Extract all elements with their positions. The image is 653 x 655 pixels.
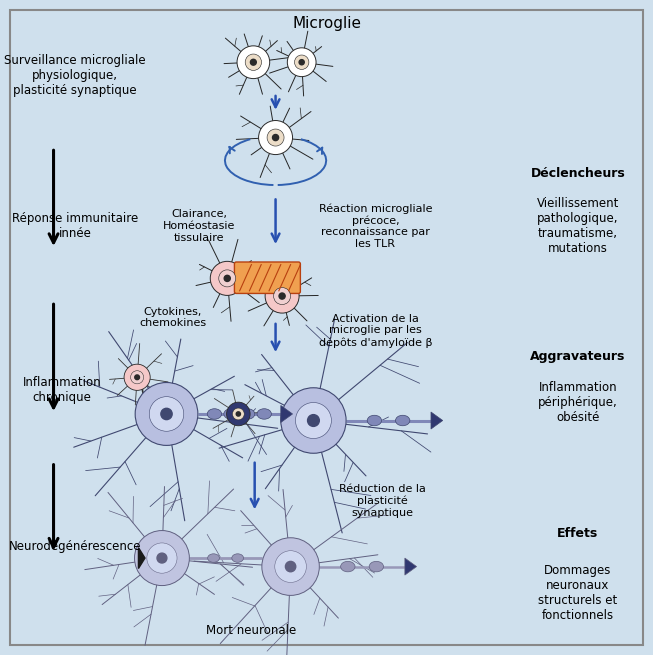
Circle shape (265, 279, 299, 313)
Ellipse shape (208, 554, 219, 562)
Ellipse shape (369, 561, 383, 572)
Text: Réponse immunitaire
innée: Réponse immunitaire innée (12, 212, 138, 240)
Circle shape (251, 60, 256, 66)
Circle shape (299, 60, 304, 65)
Text: Surveillance microgliale
physiologique,
plasticité synaptique: Surveillance microgliale physiologique, … (5, 54, 146, 97)
Text: Clairance,
Homéostasie
tissulaire: Clairance, Homéostasie tissulaire (163, 210, 235, 242)
Circle shape (131, 371, 144, 384)
Circle shape (237, 46, 270, 79)
Circle shape (281, 388, 346, 453)
Text: Aggravateurs: Aggravateurs (530, 350, 626, 364)
Ellipse shape (224, 409, 238, 419)
Text: Vieillissement
pathologique,
traumatisme,
mutations: Vieillissement pathologique, traumatisme… (537, 197, 619, 255)
Ellipse shape (207, 409, 221, 419)
Circle shape (210, 261, 244, 295)
Circle shape (135, 531, 189, 586)
Text: Neurodégénérescence: Neurodégénérescence (9, 540, 141, 553)
Circle shape (295, 55, 309, 69)
Text: Dommages
neuronaux
structurels et
fonctionnels: Dommages neuronaux structurels et foncti… (538, 564, 618, 622)
Circle shape (157, 553, 167, 563)
Text: Réaction microgliale
précoce,
reconnaissance par
les TLR: Réaction microgliale précoce, reconnaiss… (319, 203, 432, 249)
Text: Activation de la
microglie par les
dépôts d'amyloïde β: Activation de la microglie par les dépôt… (319, 314, 432, 348)
Text: Effets: Effets (557, 527, 599, 540)
Circle shape (272, 134, 279, 141)
Ellipse shape (367, 415, 381, 426)
Circle shape (161, 408, 172, 420)
Text: Réduction de la
plasticité
synaptique: Réduction de la plasticité synaptique (338, 484, 426, 518)
Circle shape (308, 415, 319, 426)
Circle shape (224, 275, 231, 282)
Circle shape (259, 121, 293, 155)
Ellipse shape (396, 415, 410, 426)
FancyBboxPatch shape (234, 262, 300, 293)
Circle shape (135, 375, 140, 380)
Circle shape (275, 551, 306, 582)
Circle shape (285, 561, 296, 572)
Polygon shape (138, 548, 145, 569)
Text: Déclencheurs: Déclencheurs (530, 167, 626, 180)
Text: Microglie: Microglie (292, 16, 361, 31)
Polygon shape (431, 412, 443, 429)
Circle shape (150, 397, 183, 431)
Circle shape (267, 129, 284, 146)
Circle shape (147, 543, 177, 573)
Polygon shape (281, 405, 293, 422)
Ellipse shape (232, 554, 244, 562)
Circle shape (274, 288, 291, 305)
Circle shape (227, 402, 250, 426)
Circle shape (262, 538, 319, 595)
Circle shape (296, 402, 332, 439)
Polygon shape (405, 558, 417, 575)
Circle shape (279, 293, 285, 299)
Text: Cytokines,
chemokines: Cytokines, chemokines (140, 307, 206, 328)
Circle shape (232, 408, 244, 420)
Circle shape (124, 364, 150, 390)
Ellipse shape (240, 409, 255, 419)
Circle shape (236, 412, 240, 416)
Circle shape (287, 48, 316, 77)
Text: Mort neuronale: Mort neuronale (206, 624, 296, 637)
Ellipse shape (341, 561, 355, 572)
Text: Inflammation
périphérique,
obésité: Inflammation périphérique, obésité (538, 381, 618, 424)
Ellipse shape (257, 409, 272, 419)
Circle shape (246, 54, 261, 71)
Circle shape (135, 383, 198, 445)
Circle shape (219, 270, 236, 287)
Text: Inflammation
chronique: Inflammation chronique (23, 376, 101, 403)
